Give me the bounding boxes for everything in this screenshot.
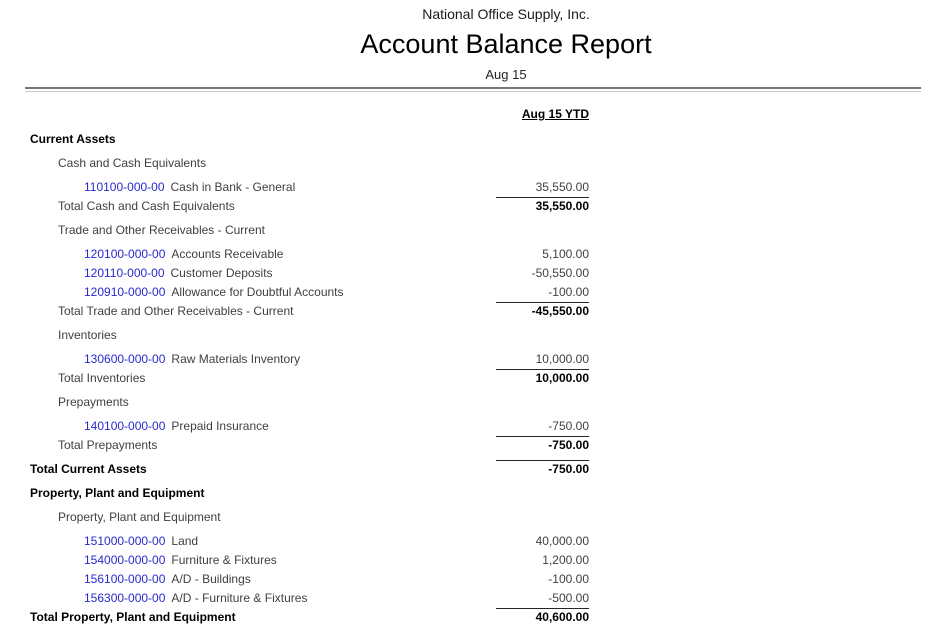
account-name: Accounts Receivable	[171, 247, 284, 261]
account-number-link[interactable]: 130600-000-00	[84, 352, 166, 366]
account-value: -50,550.00	[531, 266, 589, 280]
value-column-header: Aug 15 YTD	[521, 107, 589, 121]
report-row-account: 140100-000-00 Prepaid Insurance -750.00	[25, 417, 589, 436]
page-title: Account Balance Report	[360, 29, 652, 59]
report-row-sectiontotal: Total Property, Plant and Equipment 40,60…	[25, 608, 589, 627]
total-label: Total Inventories	[58, 371, 146, 385]
account-name: Furniture & Fixtures	[171, 553, 277, 567]
total-value: -750.00	[496, 436, 589, 455]
header-divider	[25, 87, 921, 92]
account-name: Land	[171, 534, 199, 548]
account-value: -750.00	[548, 419, 589, 433]
report-header: National Office Supply, Inc. Account Bal…	[85, 5, 927, 84]
report-row-account: 151000-000-00 Land 40,000.00	[25, 532, 589, 551]
account-label: 156300-000-00 A/D - Furniture & Fixtures	[25, 589, 307, 608]
account-value: 1,200.00	[542, 553, 589, 567]
total-value: -750.00	[496, 460, 589, 479]
report-row-total: Total Prepayments -750.00	[25, 436, 589, 455]
report-row-total: Total Cash and Cash Equivalents 35,550.00	[25, 197, 589, 216]
report-row-total: Total Inventories 10,000.00	[25, 369, 589, 388]
account-label: 130600-000-00 Raw Materials Inventory	[25, 350, 300, 369]
total-label: Total Trade and Other Receivables - Curr…	[58, 304, 294, 318]
report-row-group: Inventories	[25, 326, 589, 345]
total-label: Total Cash and Cash Equivalents	[58, 199, 235, 213]
account-number-link[interactable]: 154000-000-00	[84, 553, 166, 567]
company-name: National Office Supply, Inc.	[422, 6, 590, 22]
account-number-link[interactable]: 140100-000-00	[84, 419, 166, 433]
account-number-link[interactable]: 151000-000-00	[84, 534, 166, 548]
account-label: 120910-000-00 Allowance for Doubtful Acco…	[25, 283, 344, 302]
account-label: 151000-000-00 Land	[25, 532, 198, 551]
account-number-link[interactable]: 156100-000-00	[84, 572, 166, 586]
account-value: -100.00	[548, 285, 589, 299]
report-row-account: 120910-000-00 Allowance for Doubtful Acco…	[25, 283, 589, 302]
account-name: Raw Materials Inventory	[171, 352, 301, 366]
account-number-link[interactable]: 156300-000-00	[84, 591, 166, 605]
account-label: 156100-000-00 A/D - Buildings	[25, 570, 251, 589]
account-label: 120110-000-00 Customer Deposits	[25, 264, 273, 283]
account-name: A/D - Buildings	[171, 572, 251, 586]
column-header-row: Aug 15 YTD	[25, 105, 589, 124]
total-label: Total Current Assets	[30, 462, 147, 476]
account-value: 10,000.00	[535, 352, 589, 366]
account-label: 140100-000-00 Prepaid Insurance	[25, 417, 269, 436]
account-label: 154000-000-00 Furniture & Fixtures	[25, 551, 277, 570]
report-date: Aug 15	[485, 67, 527, 82]
group-heading: Cash and Cash Equivalents	[58, 156, 207, 170]
account-name: Allowance for Doubtful Accounts	[171, 285, 344, 299]
account-value: -500.00	[548, 591, 589, 605]
report-row-account: 156300-000-00 A/D - Furniture & Fixtures -…	[25, 589, 589, 608]
report-row-section: Current Assets	[25, 130, 589, 149]
account-name: A/D - Furniture & Fixtures	[171, 591, 308, 605]
report-row-group: Trade and Other Receivables - Current	[25, 221, 589, 240]
total-value: 10,000.00	[496, 369, 589, 388]
account-value: -100.00	[548, 572, 589, 586]
report-row-group: Property, Plant and Equipment	[25, 508, 589, 527]
section-heading: Current Assets	[30, 132, 116, 146]
account-number-link[interactable]: 120910-000-00	[84, 285, 166, 299]
report-row-group: Cash and Cash Equivalents	[25, 154, 589, 173]
account-number-link[interactable]: 110100-000-00	[84, 180, 165, 194]
total-label: Total Prepayments	[58, 438, 158, 452]
account-value: 5,100.00	[542, 247, 589, 261]
group-heading: Trade and Other Receivables - Current	[58, 223, 265, 237]
report-rows: Current Assets Cash and Cash Equivalents 1…	[25, 130, 589, 627]
report-row-account: 156100-000-00 A/D - Buildings -100.00	[25, 570, 589, 589]
report-row-account: 110100-000-00 Cash in Bank - General 35,55…	[25, 178, 589, 197]
account-value: 40,000.00	[535, 534, 589, 548]
group-heading: Prepayments	[58, 395, 129, 409]
account-value: 35,550.00	[535, 180, 589, 194]
report-body: Aug 15 YTD Current Assets Cash and Cash E…	[25, 105, 589, 627]
report-row-total: Total Trade and Other Receivables - Curr…	[25, 302, 589, 321]
total-value: 35,550.00	[496, 197, 589, 216]
total-value: -45,550.00	[496, 302, 589, 321]
report-row-section: Property, Plant and Equipment	[25, 484, 589, 503]
report-row-group: Prepayments	[25, 393, 589, 412]
report-row-account: 154000-000-00 Furniture & Fixtures 1,200.0…	[25, 551, 589, 570]
section-heading: Property, Plant and Equipment	[30, 486, 205, 500]
account-name: Cash in Bank - General	[170, 180, 296, 194]
account-name: Prepaid Insurance	[171, 419, 269, 433]
account-label: 110100-000-00 Cash in Bank - General	[25, 178, 295, 197]
report-row-account: 120110-000-00 Customer Deposits -50,550.00	[25, 264, 589, 283]
account-label: 120100-000-00 Accounts Receivable	[25, 245, 283, 264]
group-heading: Inventories	[58, 328, 117, 342]
group-heading: Property, Plant and Equipment	[58, 510, 221, 524]
account-name: Customer Deposits	[170, 266, 273, 280]
report-row-account: 120100-000-00 Accounts Receivable 5,100.00	[25, 245, 589, 264]
total-label: Total Property, Plant and Equipment	[30, 610, 236, 624]
report-row-sectiontotal: Total Current Assets -750.00	[25, 460, 589, 479]
account-number-link[interactable]: 120110-000-00	[84, 266, 165, 280]
account-number-link[interactable]: 120100-000-00	[84, 247, 166, 261]
report-row-account: 130600-000-00 Raw Materials Inventory 10,0…	[25, 350, 589, 369]
total-value: 40,600.00	[496, 608, 589, 627]
